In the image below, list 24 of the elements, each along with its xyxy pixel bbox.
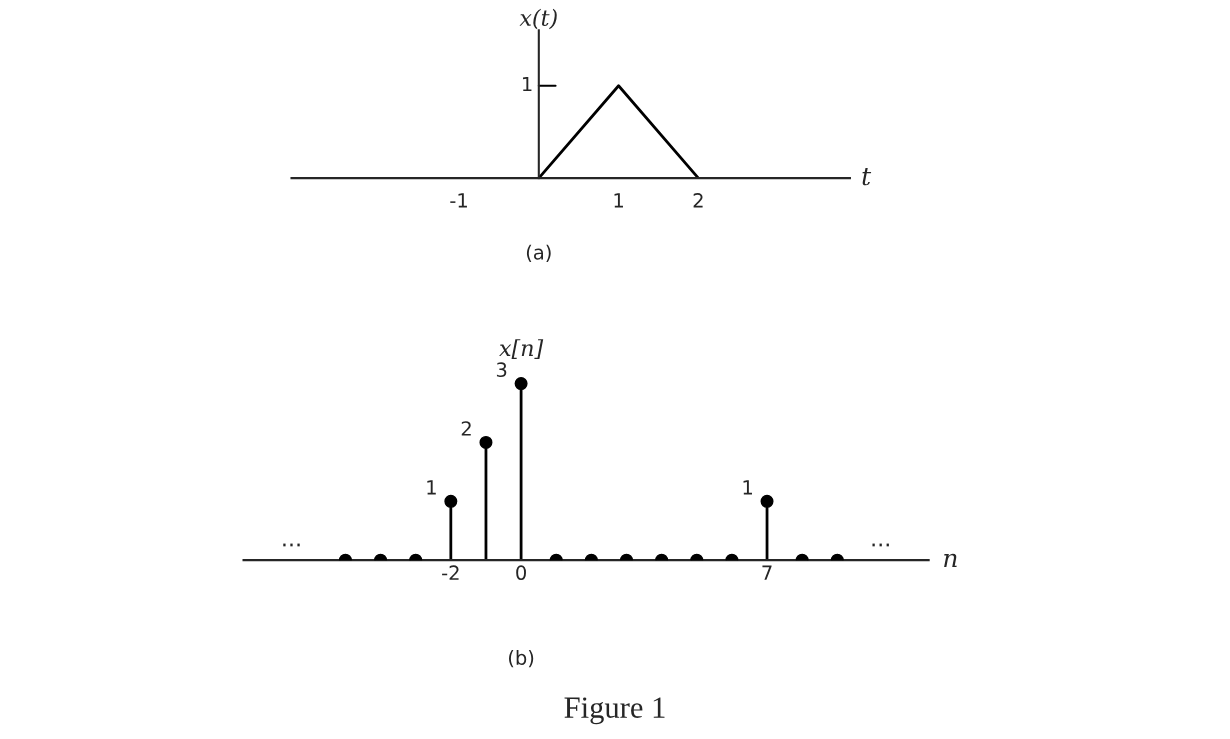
caption: Figure 1 (564, 697, 665, 725)
x-tick-label: 2 (693, 193, 703, 208)
x-tick-label: 1 (614, 193, 623, 208)
text: (a) (526, 244, 551, 262)
x-tick-label: -1 (450, 193, 467, 208)
x-tick-label: 0 (516, 565, 526, 581)
data-label: 2 (461, 421, 471, 436)
data-label: 3 (496, 362, 507, 378)
data-label: 1 (427, 480, 436, 495)
y-axis-title: x(t) (519, 8, 557, 30)
x-tick-label: -2 (442, 565, 459, 580)
x-axis-title: n (944, 553, 957, 568)
point (760, 494, 774, 508)
text: (b) (509, 649, 534, 668)
y-axis-title: x[n] (499, 339, 544, 359)
x-axis-title: t (862, 167, 872, 186)
point (514, 377, 528, 391)
annotation: ... (872, 543, 889, 547)
x-tick-label: 7 (762, 565, 772, 580)
point (479, 435, 493, 449)
point (444, 494, 458, 508)
annotation: ... (283, 543, 300, 547)
annotation: 1 (522, 76, 532, 92)
data-label: 1 (743, 480, 752, 495)
